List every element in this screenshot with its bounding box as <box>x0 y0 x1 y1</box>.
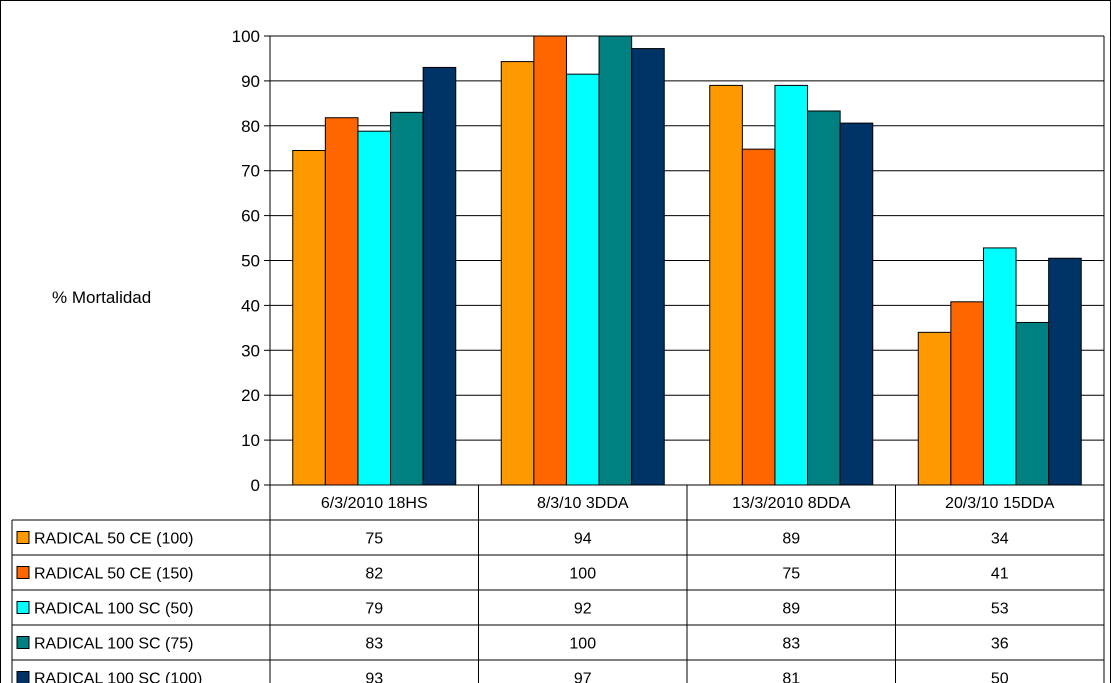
axes <box>264 35 1105 486</box>
data-label: 100 <box>569 566 596 583</box>
legend-swatch <box>16 671 30 683</box>
data-label: 75 <box>782 566 800 583</box>
bar <box>390 111 424 486</box>
x-tick-label: 6/3/2010 18HS <box>321 495 428 512</box>
data-label: 50 <box>991 671 1009 683</box>
data-label: 89 <box>782 531 800 548</box>
data-label: 92 <box>574 601 592 618</box>
legend-label: RADICAL 100 SC (100) <box>34 671 202 683</box>
y-tick-label: 30 <box>241 341 260 360</box>
bar <box>565 73 600 486</box>
bars <box>292 35 1082 486</box>
bar <box>774 84 809 486</box>
bar <box>950 301 984 486</box>
bar <box>631 48 665 486</box>
data-label: 53 <box>991 601 1009 618</box>
data-label: 81 <box>782 671 800 683</box>
bar <box>598 35 633 486</box>
bar <box>1048 257 1082 486</box>
x-tick-label: 20/3/10 15DDA <box>945 495 1055 512</box>
data-label: 41 <box>991 566 1009 583</box>
bar <box>1015 321 1050 486</box>
data-label: 100 <box>569 636 596 653</box>
legend-label: RADICAL 100 SC (50) <box>34 601 193 618</box>
bar <box>357 130 392 486</box>
bar <box>422 66 457 486</box>
data-label: 83 <box>782 636 800 653</box>
legend-label: RADICAL 100 SC (75) <box>34 636 193 653</box>
y-tick-label: 40 <box>241 296 260 315</box>
y-tick-label: 20 <box>241 386 260 405</box>
bar <box>741 148 776 486</box>
y-tick-labels: 0 10 20 30 40 50 60 70 80 90 100 <box>232 27 260 495</box>
bar <box>500 61 535 486</box>
legend-swatch <box>16 531 30 544</box>
bar <box>982 247 1017 486</box>
data-label: 97 <box>574 671 592 683</box>
x-tick-label: 13/3/2010 8DDA <box>732 495 851 512</box>
y-tick-label: 10 <box>241 431 260 450</box>
bar <box>709 84 743 486</box>
legend-swatch <box>16 636 30 649</box>
bar <box>533 35 567 486</box>
y-tick-label: 90 <box>241 72 260 91</box>
y-tick-label: 0 <box>251 476 260 495</box>
data-table: 6/3/2010 18HS 8/3/10 3DDA 13/3/2010 8DDA 20… <box>11 484 1105 683</box>
bar <box>324 117 359 486</box>
data-label: 93 <box>365 671 383 683</box>
data-label: 79 <box>365 601 383 618</box>
data-label: 36 <box>991 636 1009 653</box>
data-label: 83 <box>365 636 383 653</box>
legend-swatch <box>16 601 30 614</box>
bar <box>839 122 874 486</box>
y-tick-label: 50 <box>241 252 260 271</box>
bar <box>292 149 326 486</box>
data-label: 34 <box>991 531 1009 548</box>
y-tick-label: 60 <box>241 207 260 226</box>
y-tick-label: 100 <box>232 27 260 46</box>
data-label: 82 <box>365 566 383 583</box>
data-label: 75 <box>365 531 383 548</box>
legend-swatch <box>16 566 30 579</box>
y-axis-label: % Mortalidad <box>52 288 151 307</box>
data-label: 94 <box>574 531 592 548</box>
y-tick-label: 80 <box>241 117 260 136</box>
legend-label: RADICAL 50 CE (100) <box>34 531 193 548</box>
bar <box>807 110 841 486</box>
bar <box>917 331 952 486</box>
x-tick-label: 8/3/10 3DDA <box>537 495 629 512</box>
data-label: 89 <box>782 601 800 618</box>
y-tick-label: 70 <box>241 162 260 181</box>
legend-label: RADICAL 50 CE (150) <box>34 566 193 583</box>
